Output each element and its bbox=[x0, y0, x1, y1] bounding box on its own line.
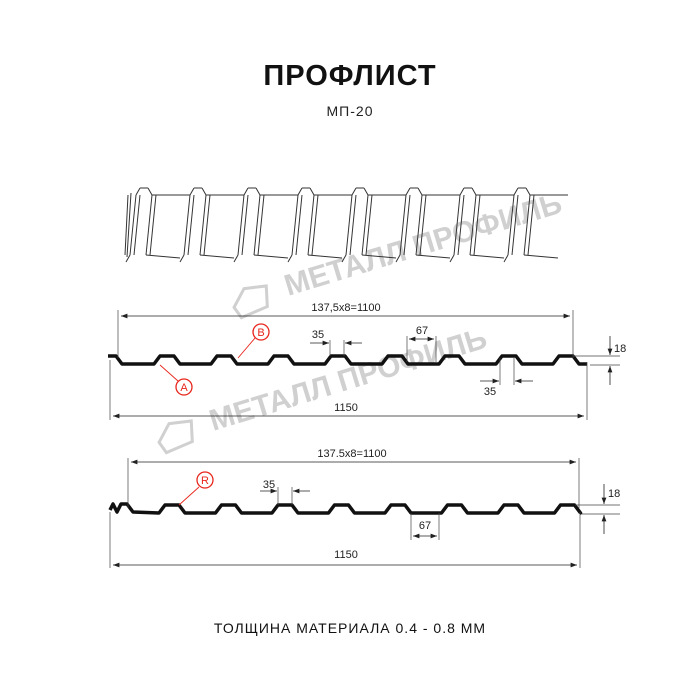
page-title: ПРОФЛИСТ bbox=[263, 60, 437, 92]
logo-icon bbox=[157, 419, 194, 455]
svg-text:МЕТАЛЛ ПРОФИЛЬ: МЕТАЛЛ ПРОФИЛЬ bbox=[281, 187, 566, 303]
sheet-perspective-view bbox=[124, 187, 568, 263]
svg-text:МЕТАЛЛ ПРОФИЛЬ: МЕТАЛЛ ПРОФИЛЬ bbox=[206, 322, 491, 438]
marker-r bbox=[196, 471, 214, 489]
material-thickness-note: ТОЛЩИНА МАТЕРИАЛА 0.4 - 0.8 ММ bbox=[213, 620, 487, 636]
height-label: 18 bbox=[614, 343, 626, 355]
profile-top: 137,5x8=1100 1150 35 67 35 18 A B bbox=[108, 302, 626, 420]
crest-label-2: 35 bbox=[484, 386, 496, 398]
marker-b bbox=[252, 323, 270, 341]
marker-a bbox=[175, 378, 193, 396]
logo-icon bbox=[232, 284, 269, 320]
width-label: 1150 bbox=[334, 402, 358, 414]
valley-label: 67 bbox=[416, 325, 428, 337]
watermark-1: МЕТАЛЛ ПРОФИЛЬ bbox=[232, 187, 566, 320]
svg-text:B: B bbox=[257, 327, 264, 339]
profile-bottom: 137.5x8=1100 1150 35 67 18 R bbox=[108, 448, 620, 568]
svg-text:R: R bbox=[201, 475, 209, 487]
watermark-2: МЕТАЛЛ ПРОФИЛЬ bbox=[157, 322, 491, 455]
pitch-label: 137,5x8=1100 bbox=[311, 302, 380, 314]
pitch-label: 137.5x8=1100 bbox=[317, 448, 386, 460]
height-label: 18 bbox=[608, 488, 620, 500]
svg-text:A: A bbox=[180, 382, 188, 394]
crest-label: 35 bbox=[312, 329, 324, 341]
page-subtitle: МП-20 bbox=[326, 103, 374, 119]
width-label: 1150 bbox=[334, 549, 358, 561]
valley-label: 67 bbox=[419, 520, 431, 532]
profile-line bbox=[108, 502, 583, 515]
profile-line bbox=[108, 354, 587, 366]
crest-label: 35 bbox=[263, 479, 275, 491]
